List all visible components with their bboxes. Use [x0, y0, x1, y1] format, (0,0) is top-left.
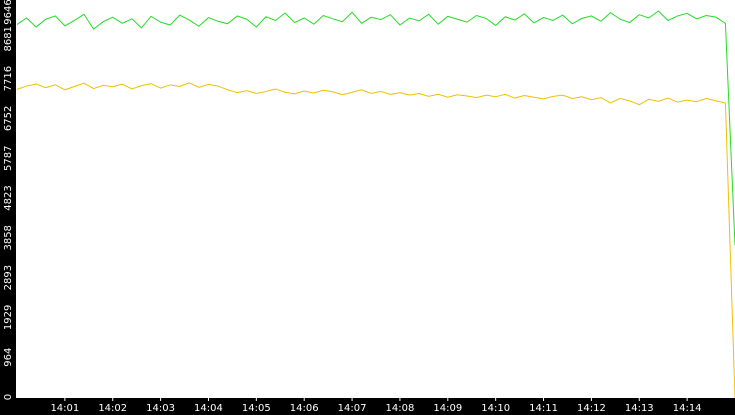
series-line: [16, 82, 735, 399]
y-tick-label: 3858: [3, 225, 14, 250]
x-tick-label: 14:02: [98, 403, 127, 414]
y-tick-label: 9646: [3, 0, 14, 25]
x-tick-label: 14:05: [242, 403, 271, 414]
x-tick-label: 14:06: [290, 403, 319, 414]
x-tick-label: 14:11: [529, 403, 558, 414]
plot-area: [16, 0, 735, 398]
x-tick-label: 14:07: [338, 403, 367, 414]
x-tick-label: 14:12: [577, 403, 606, 414]
x-tick-label: 14:03: [146, 403, 175, 414]
y-tick-label: 6752: [3, 106, 14, 131]
y-tick-label: 964: [3, 348, 14, 367]
x-tick-label: 14:13: [625, 403, 654, 414]
y-tick-label: 7716: [3, 66, 14, 91]
x-tick-label: 14:08: [386, 403, 415, 414]
x-tick-label: 14:09: [433, 403, 462, 414]
y-tick-label: 2893: [3, 265, 14, 290]
x-tick-label: 14:01: [50, 403, 79, 414]
y-tick-label: 0: [3, 394, 14, 400]
y-tick-label: 5787: [3, 145, 14, 170]
x-tick-label: 14:04: [194, 403, 223, 414]
x-tick-label: 14:14: [673, 403, 702, 414]
x-tick-label: 14:10: [481, 403, 510, 414]
y-tick-label: 8681: [3, 26, 14, 51]
y-tick-label: 1929: [3, 305, 14, 330]
series-line: [16, 10, 735, 246]
y-tick-label: 4823: [3, 185, 14, 210]
